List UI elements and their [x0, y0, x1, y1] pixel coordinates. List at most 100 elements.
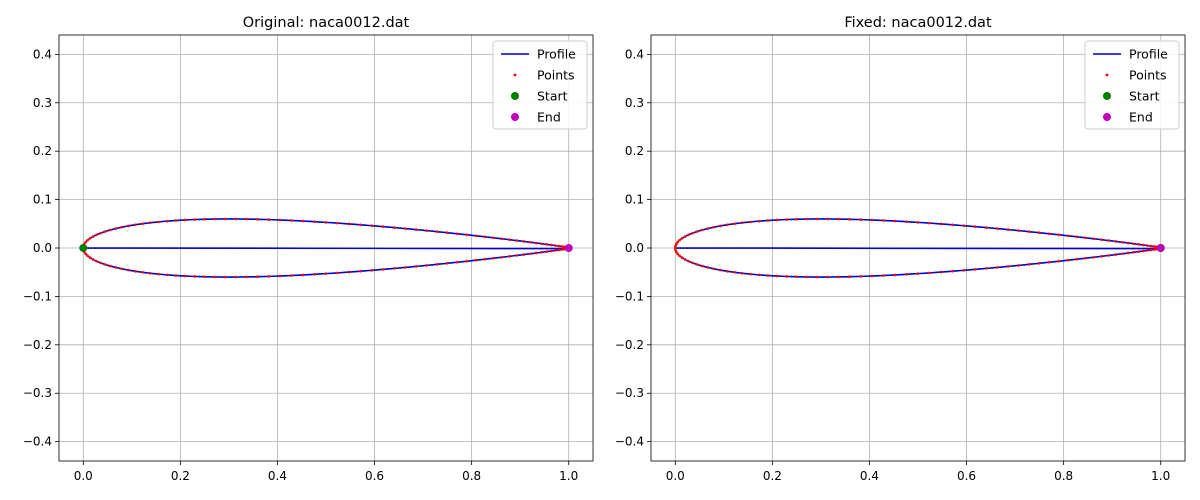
- y-tick-label: 0.4: [625, 47, 644, 61]
- point: [815, 217, 819, 221]
- ticks: 0.0 0.2 0.4 0.6 0.8 1.0 −0.4 −0.3 −0.2 −0.1 0.0 0.1…: [615, 47, 1170, 483]
- x-tick-label: 1.0: [1151, 469, 1170, 483]
- point: [528, 252, 532, 256]
- point: [1092, 255, 1095, 259]
- point: [712, 225, 716, 229]
- legend: Profile Points Start End: [1084, 40, 1180, 130]
- point: [213, 217, 217, 221]
- point: [712, 267, 716, 271]
- point: [1142, 249, 1145, 253]
- point: [1100, 255, 1103, 258]
- point: [1057, 259, 1061, 263]
- point: [1132, 242, 1136, 246]
- point: [404, 266, 407, 269]
- point: [680, 236, 684, 240]
- point: [99, 231, 102, 235]
- point: [905, 220, 908, 223]
- point: [120, 225, 124, 229]
- point: [1006, 228, 1010, 231]
- point: [560, 248, 564, 251]
- point: [870, 218, 874, 222]
- point: [1152, 248, 1156, 251]
- point: [522, 253, 526, 256]
- point: [540, 242, 544, 246]
- point: [393, 267, 396, 270]
- point: [826, 275, 830, 279]
- x-tick-label: 0.8: [462, 469, 481, 483]
- point: [1047, 260, 1051, 264]
- point: [706, 227, 710, 230]
- point: [1132, 250, 1136, 254]
- point: [141, 222, 144, 226]
- point: [234, 275, 238, 279]
- point: [733, 270, 736, 274]
- legend: Profile Points Start End: [492, 40, 588, 130]
- x-tick-label: 0.6: [957, 469, 976, 483]
- point: [741, 271, 744, 275]
- point: [381, 225, 385, 228]
- point: [267, 275, 271, 278]
- start-marker: [79, 244, 88, 252]
- point: [193, 218, 197, 221]
- legend-label: Start: [1129, 89, 1160, 104]
- point: [1114, 240, 1118, 243]
- y-tick-label: 0.3: [33, 96, 52, 110]
- point: [928, 221, 931, 225]
- point: [700, 264, 704, 268]
- point: [500, 255, 503, 259]
- point: [766, 274, 770, 277]
- points-series: [673, 217, 1163, 279]
- point: [95, 259, 98, 263]
- point: [108, 264, 112, 268]
- chart-original: 0.0 0.2 0.4 0.6 0.8 1.0 −0.4 −0.3 −0.2 −0.1 0.0 0.1…: [23, 15, 594, 483]
- y-tick-label: −0.1: [23, 289, 52, 303]
- point: [1126, 251, 1130, 255]
- point: [1137, 250, 1141, 253]
- point: [706, 266, 710, 269]
- point: [1017, 264, 1021, 267]
- point: [174, 219, 178, 222]
- point: [1066, 234, 1070, 238]
- point: [528, 240, 532, 244]
- legend-dot-swatch: [1105, 73, 1109, 77]
- point: [805, 217, 809, 221]
- point: [86, 254, 89, 258]
- chart-title: Fixed: naca0012.dat: [844, 15, 992, 31]
- point: [893, 219, 897, 223]
- point: [193, 275, 197, 278]
- point: [359, 269, 362, 273]
- point: [837, 217, 840, 221]
- point: [687, 259, 690, 263]
- point: [446, 231, 449, 235]
- point: [775, 274, 779, 278]
- chart-title: Original: naca0012.dat: [243, 15, 410, 31]
- point: [114, 227, 118, 230]
- point: [550, 249, 553, 253]
- point: [859, 218, 863, 221]
- point: [700, 228, 704, 232]
- point: [86, 238, 89, 242]
- point: [149, 221, 152, 225]
- point: [683, 235, 687, 238]
- point: [725, 269, 729, 273]
- point: [91, 258, 95, 261]
- point: [837, 275, 840, 279]
- point: [554, 249, 557, 252]
- point: [174, 274, 178, 277]
- point: [483, 235, 487, 239]
- x-tick-label: 0.4: [860, 469, 879, 483]
- legend-label: Points: [537, 68, 575, 83]
- legend-dot-swatch: [513, 73, 517, 77]
- point: [1120, 252, 1124, 256]
- point: [1027, 230, 1031, 233]
- point: [474, 258, 478, 262]
- point: [103, 263, 107, 266]
- legend-marker-swatch: [1103, 92, 1111, 100]
- point: [962, 269, 966, 272]
- point: [859, 275, 863, 278]
- point: [540, 250, 544, 254]
- point: [84, 240, 88, 244]
- point: [223, 217, 227, 221]
- y-tick-label: 0.4: [33, 47, 52, 61]
- point: [256, 275, 259, 278]
